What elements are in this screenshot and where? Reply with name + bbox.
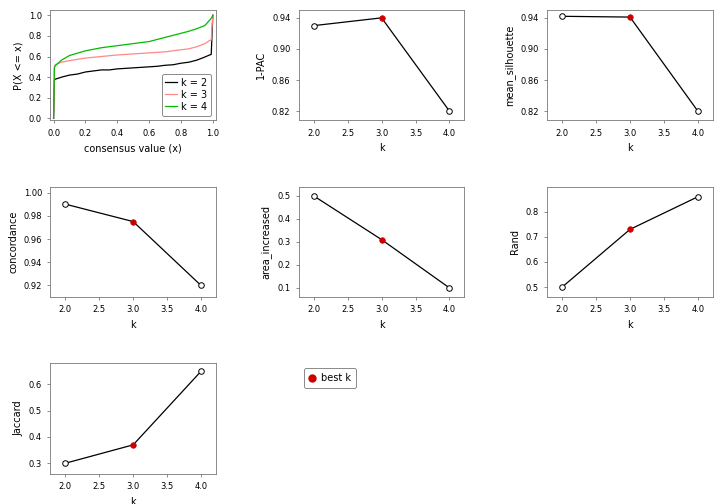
Y-axis label: mean_silhouette: mean_silhouette [504, 25, 515, 106]
Legend: k = 2, k = 3, k = 4: k = 2, k = 3, k = 4 [161, 74, 211, 115]
Y-axis label: P(X <= x): P(X <= x) [13, 41, 23, 90]
X-axis label: k: k [627, 143, 633, 153]
Y-axis label: concordance: concordance [8, 211, 18, 273]
X-axis label: k: k [627, 320, 633, 330]
Y-axis label: 1-PAC: 1-PAC [256, 51, 266, 80]
X-axis label: consensus value (x): consensus value (x) [84, 143, 182, 153]
Y-axis label: area_increased: area_increased [261, 205, 271, 279]
X-axis label: k: k [130, 320, 136, 330]
Y-axis label: Rand: Rand [510, 229, 520, 255]
Y-axis label: Jaccard: Jaccard [13, 401, 23, 436]
X-axis label: k: k [379, 320, 384, 330]
X-axis label: k: k [379, 143, 384, 153]
X-axis label: k: k [130, 496, 136, 504]
Legend: best k: best k [304, 368, 356, 388]
